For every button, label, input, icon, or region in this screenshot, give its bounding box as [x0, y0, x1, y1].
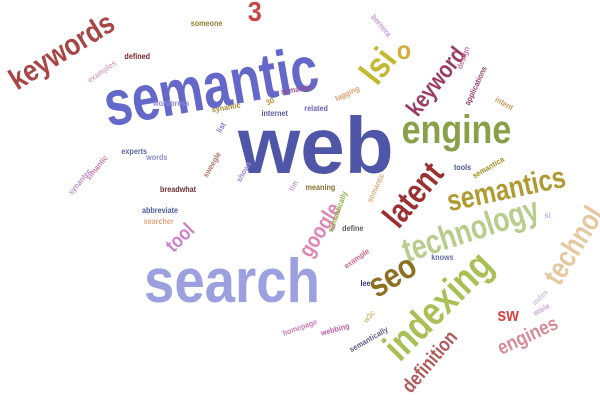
cloud-word: tim: [286, 178, 301, 193]
cloud-word: w3c: [360, 308, 377, 325]
cloud-word: applications: [462, 64, 489, 107]
cloud-word: defined: [124, 52, 151, 61]
cloud-word: experts: [121, 147, 148, 156]
cloud-word: knows: [430, 253, 454, 262]
cloud-word: lee: [360, 279, 371, 288]
cloud-word: internet: [260, 109, 288, 118]
cloud-word: homepage: [281, 317, 319, 338]
cloud-word: breadwhat: [160, 185, 197, 194]
cloud-word: synantec: [65, 166, 93, 197]
cloud-word: bernera: [368, 12, 393, 39]
cloud-word: example: [342, 246, 372, 271]
cloud-word: sw: [497, 305, 519, 325]
cloud-word: meaning: [305, 183, 335, 192]
cloud-word: o: [396, 35, 412, 65]
cloud-word: tools: [453, 163, 471, 172]
cloud-word: abbreviate: [142, 206, 179, 215]
cloud-word: wordpress: [153, 99, 190, 108]
cloud-word: si: [543, 211, 550, 220]
cloud-word: 3: [247, 0, 262, 27]
cloud-word: lsi: [350, 39, 405, 92]
cloud-word: web: [238, 101, 394, 190]
cloud-word: engine: [401, 108, 511, 152]
cloud-word: sweegle: [200, 150, 223, 180]
cloud-word: related: [304, 104, 328, 113]
cloud-word: someone: [190, 19, 222, 28]
cloud-word: search: [143, 247, 320, 316]
cloud-word: define: [342, 224, 364, 233]
cloud-word: searcher: [143, 217, 174, 226]
cloud-word: list: [214, 120, 228, 135]
cloud-word: words: [146, 153, 168, 162]
cloud-word: webbing: [319, 321, 351, 338]
